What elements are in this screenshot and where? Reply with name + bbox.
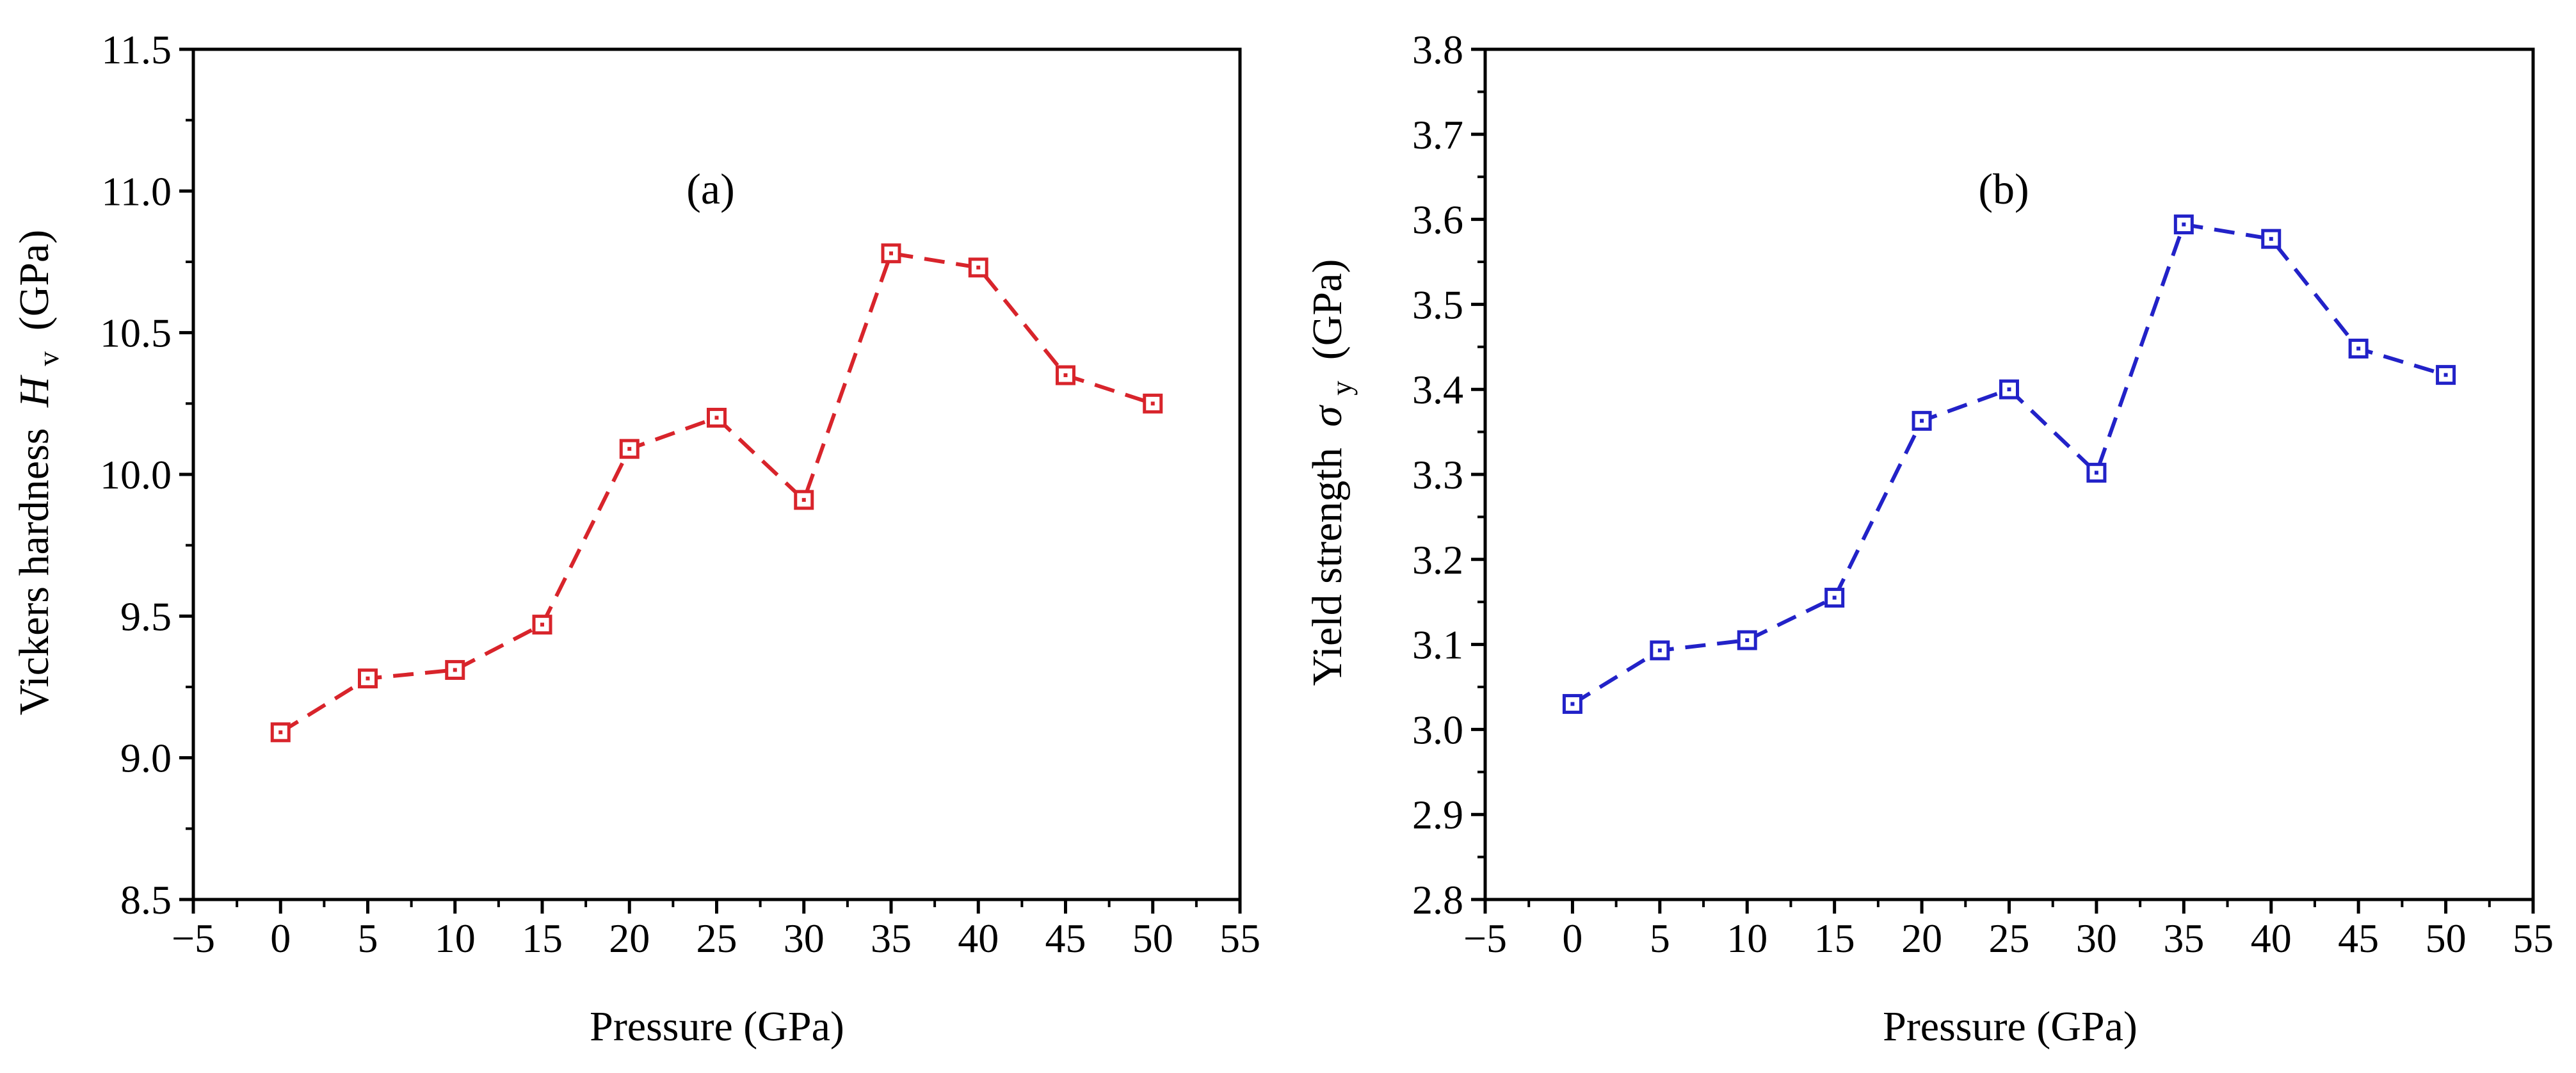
chart-a-data-point-center <box>366 676 370 681</box>
chart-b-data-point-center <box>1570 702 1575 706</box>
chart-b-data-point <box>2086 462 2107 483</box>
chart-a-y-axis-title-text: Vickers hardness <box>11 428 58 716</box>
chart-b-y-axis-subscript: y <box>1325 381 1358 396</box>
chart-b-data-point <box>1737 630 1757 650</box>
chart-b-x-axis-title: Pressure (GPa) <box>1883 1003 2137 1050</box>
chart-b-x-tick-label: −5 <box>1463 916 1507 961</box>
chart-b-data-point <box>2261 229 2282 249</box>
chart-a-data-point-center <box>976 265 981 270</box>
chart-b-x-tick-label: 10 <box>1727 916 1767 961</box>
chart-b-x-tick-label: 50 <box>2426 916 2467 961</box>
chart-a-x-tick-label: 30 <box>784 916 825 961</box>
chart-a-y-tick-label: 9.0 <box>120 736 172 781</box>
chart-b-x-tick-label: 45 <box>2338 916 2379 961</box>
chart-b-y-tick-label: 3.2 <box>1412 537 1463 583</box>
chart-b-axes: −5 0 5 10 15 20 25 30 35 40 45 50 55 2.8 2.9 3.0 3.1 3.2 3… <box>1412 27 2554 961</box>
chart-b-y-axis-symbol: σ <box>1304 405 1351 427</box>
chart-b-x-tick-label: 5 <box>1650 916 1670 961</box>
chart-a-y-tick-label: 9.5 <box>120 593 172 639</box>
chart-b-data-point-center <box>1920 419 1924 423</box>
chart-a-series <box>270 243 1163 743</box>
chart-b-y-axis-title-text: Yield strength <box>1304 448 1351 686</box>
chart-b-series-line <box>1571 222 2447 706</box>
chart-b-data-point-center <box>2182 222 2186 227</box>
chart-b-x-tick-label: 20 <box>1901 916 1942 961</box>
chart-b-y-tick-label: 2.8 <box>1412 877 1463 923</box>
chart-a-y-axis-title: Vickers hardness H v (GPa) <box>11 230 68 716</box>
chart-a-x-tick-label: 35 <box>871 916 912 961</box>
chart-b-data-point-center <box>2356 346 2361 351</box>
chart-a-data-point-center <box>1150 401 1155 406</box>
chart-b-y-tick-label: 3.8 <box>1412 27 1463 72</box>
chart-a-data-point-center <box>278 730 283 734</box>
chart-a-data-point <box>707 407 727 428</box>
chart-a-y-axis-subscript: v <box>32 351 65 366</box>
chart-a-data-point-center <box>1063 373 1068 378</box>
chart-a-x-tick-label: 25 <box>696 916 737 961</box>
chart-b-data-point-center <box>2094 471 2098 475</box>
chart-a-y-tick-label: 10.5 <box>100 311 172 356</box>
chart-a-data-point-center <box>714 415 719 420</box>
chart-b-x-tick-label: 25 <box>1989 916 2030 961</box>
chart-b-data-point-center <box>2443 373 2448 377</box>
chart-a-y-tick-label: 10.0 <box>100 452 172 497</box>
chart-a-panel-label: (a) <box>686 165 734 213</box>
chart-b-data-point-center <box>1657 648 1662 652</box>
chart-b-data-point-center <box>1832 595 1837 600</box>
chart-b-series <box>1562 214 2456 714</box>
chart-a-data-point-center <box>540 622 544 627</box>
chart-b-y-axis-unit: (GPa) <box>1304 259 1351 360</box>
chart-b-y-tick-label: 3.3 <box>1412 452 1463 497</box>
chart-b-data-point-center <box>2007 387 2011 392</box>
chart-a-x-tick-label: 50 <box>1132 916 1173 961</box>
chart-b-x-tick-label: 15 <box>1814 916 1855 961</box>
chart-a: −5 0 5 10 15 20 25 30 35 40 45 50 55 8.5 9.0 9.5 10.0 10.… <box>11 27 1260 1050</box>
chart-a-axes: −5 0 5 10 15 20 25 30 35 40 45 50 55 8.5 9.0 9.5 10.0 10.… <box>100 27 1260 961</box>
chart-a-data-point-center <box>453 668 457 672</box>
chart-b: −5 0 5 10 15 20 25 30 35 40 45 50 55 2.8 2.9 3.0 3.1 3.2 3… <box>1304 27 2554 1050</box>
chart-b-data-point-center <box>2269 237 2273 241</box>
chart-a-x-tick-label: 5 <box>358 916 378 961</box>
chart-a-series-line <box>279 251 1154 734</box>
chart-a-y-tick-label: 11.0 <box>101 168 172 214</box>
chart-a-x-tick-label: 0 <box>270 916 291 961</box>
chart-b-panel-label: (b) <box>1978 165 2029 213</box>
chart-a-x-tick-label: 55 <box>1220 916 1260 961</box>
chart-b-y-tick-label: 2.9 <box>1412 792 1463 837</box>
chart-a-x-axis-title: Pressure (GPa) <box>590 1003 844 1050</box>
chart-a-data-point-center <box>801 497 806 502</box>
chart-b-y-axis-title: Yield strength σ y (GPa) <box>1304 259 1361 686</box>
chart-a-y-axis-symbol: H <box>11 375 58 408</box>
chart-b-y-tick-label: 3.7 <box>1412 112 1463 157</box>
chart-b-y-tick-label: 3.6 <box>1412 197 1463 243</box>
chart-a-y-axis-unit: (GPa) <box>11 230 58 331</box>
chart-a-data-point-center <box>889 251 893 255</box>
chart-b-x-tick-label: 0 <box>1562 916 1582 961</box>
chart-b-data-point-center <box>1745 638 1750 642</box>
chart-a-x-tick-label: 20 <box>609 916 650 961</box>
chart-b-y-tick-label: 3.0 <box>1412 707 1463 752</box>
chart-a-x-tick-label: 15 <box>522 916 563 961</box>
chart-b-x-tick-label: 35 <box>2163 916 2204 961</box>
chart-a-data-point-center <box>627 447 632 451</box>
chart-a-x-tick-label: 40 <box>958 916 999 961</box>
chart-b-x-tick-label: 40 <box>2251 916 2292 961</box>
chart-b-y-tick-label: 3.5 <box>1412 282 1463 327</box>
chart-b-y-tick-label: 3.4 <box>1412 367 1463 412</box>
chart-a-y-tick-label: 11.5 <box>101 27 172 72</box>
chart-a-x-tick-label: 45 <box>1045 916 1086 961</box>
chart-a-y-tick-label: 8.5 <box>120 877 172 923</box>
chart-b-y-tick-label: 3.1 <box>1412 622 1463 668</box>
chart-b-x-tick-label: 30 <box>2076 916 2117 961</box>
chart-b-x-tick-label: 55 <box>2513 916 2554 961</box>
chart-a-x-tick-label: 10 <box>435 916 476 961</box>
chart-a-x-tick-label: −5 <box>172 916 215 961</box>
